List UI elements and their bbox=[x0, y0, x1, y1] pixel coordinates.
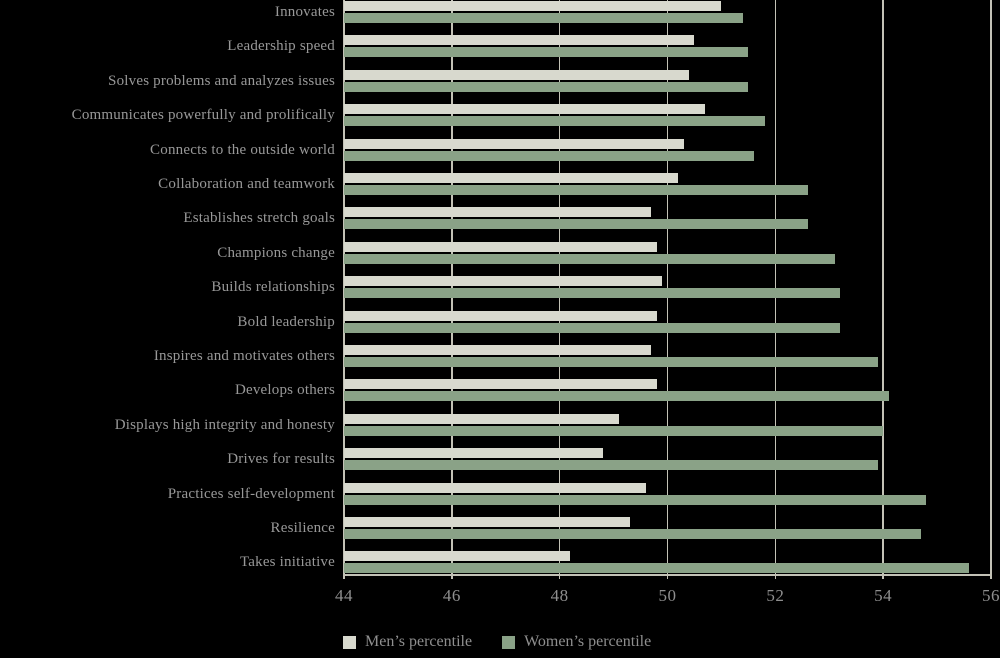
men-bar bbox=[344, 1, 722, 11]
women-swatch bbox=[502, 635, 516, 649]
x-tick-label: 54 bbox=[874, 586, 893, 605]
legend-item-men: Men’s percentile bbox=[343, 634, 472, 650]
legend-label-men: Men’s percentile bbox=[365, 633, 473, 650]
x-axis-tick-labels: 44 46 48 50 52 54 56 bbox=[335, 585, 1000, 607]
men-bar bbox=[344, 104, 706, 115]
women-bar bbox=[344, 460, 878, 471]
men-bar bbox=[344, 241, 657, 252]
women-bar bbox=[344, 219, 808, 230]
category-label: Innovates bbox=[274, 4, 335, 20]
category-label: Solves problems and analyzes issues bbox=[108, 72, 335, 89]
women-bar bbox=[344, 253, 835, 264]
x-tick-label: 44 bbox=[335, 586, 353, 605]
men-bar bbox=[344, 345, 652, 355]
men-bar bbox=[344, 69, 690, 80]
legend-item-women: Women’s percentile bbox=[502, 634, 651, 650]
women-bar bbox=[344, 185, 808, 195]
women-bar bbox=[344, 563, 970, 574]
legend-label-women: Women’s percentile bbox=[524, 633, 652, 650]
x-tick-label: 56 bbox=[982, 586, 1000, 605]
x-tick-label: 48 bbox=[550, 586, 569, 605]
men-bar bbox=[344, 448, 603, 459]
women-bar bbox=[344, 425, 884, 436]
women-bar bbox=[344, 116, 765, 127]
men-bar bbox=[344, 551, 571, 562]
category-label: Connects to the outside world bbox=[150, 141, 335, 158]
x-tick-label: 52 bbox=[766, 586, 785, 605]
legend: Men’s percentile Women’s percentile bbox=[343, 634, 651, 650]
gridline bbox=[990, 0, 992, 579]
category-label: Displays high integrity and honesty bbox=[114, 416, 335, 433]
gridline bbox=[882, 0, 884, 579]
men-bar bbox=[344, 207, 652, 218]
women-bar bbox=[344, 288, 841, 299]
women-bar bbox=[344, 529, 921, 539]
category-label: Practices self-development bbox=[167, 485, 335, 502]
men-bar bbox=[344, 310, 657, 321]
x-tick-label: 50 bbox=[658, 586, 677, 605]
women-bar bbox=[344, 494, 927, 505]
plot-area bbox=[343, 0, 992, 580]
category-label: Develops others bbox=[234, 382, 335, 399]
x-tick-label: 46 bbox=[442, 586, 461, 605]
women-bar bbox=[344, 322, 841, 333]
category-label: Leadership speed bbox=[227, 38, 335, 55]
women-bar bbox=[344, 357, 878, 367]
category-label: Drives for results bbox=[227, 451, 335, 468]
men-bar bbox=[344, 379, 657, 390]
category-label: Collaboration and teamwork bbox=[158, 176, 335, 192]
x-axis-line bbox=[344, 574, 991, 576]
category-label: Inspires and motivates others bbox=[153, 348, 335, 364]
men-bar bbox=[344, 276, 663, 287]
men-bar bbox=[344, 517, 630, 527]
category-label: Builds relationships bbox=[211, 279, 335, 296]
men-bar bbox=[344, 173, 679, 183]
category-label: Champions change bbox=[217, 244, 335, 261]
women-bar bbox=[344, 81, 749, 92]
category-label: Communicates powerfully and prolifically bbox=[71, 107, 335, 124]
men-bar bbox=[344, 35, 695, 46]
category-label: Establishes stretch goals bbox=[183, 210, 335, 227]
men-bar bbox=[344, 138, 684, 149]
men-bar bbox=[344, 482, 646, 493]
men-swatch bbox=[343, 635, 356, 649]
women-bar bbox=[344, 150, 754, 161]
men-bar bbox=[344, 413, 619, 424]
category-label: Bold leadership bbox=[237, 313, 335, 330]
women-bar bbox=[344, 391, 889, 402]
women-bar bbox=[344, 47, 749, 58]
category-label: Resilience bbox=[270, 520, 335, 536]
category-labels: Innovates Leadership speed Solves problems… bbox=[0, 0, 335, 575]
women-bar bbox=[344, 13, 743, 23]
category-label: Takes initiative bbox=[239, 554, 335, 571]
